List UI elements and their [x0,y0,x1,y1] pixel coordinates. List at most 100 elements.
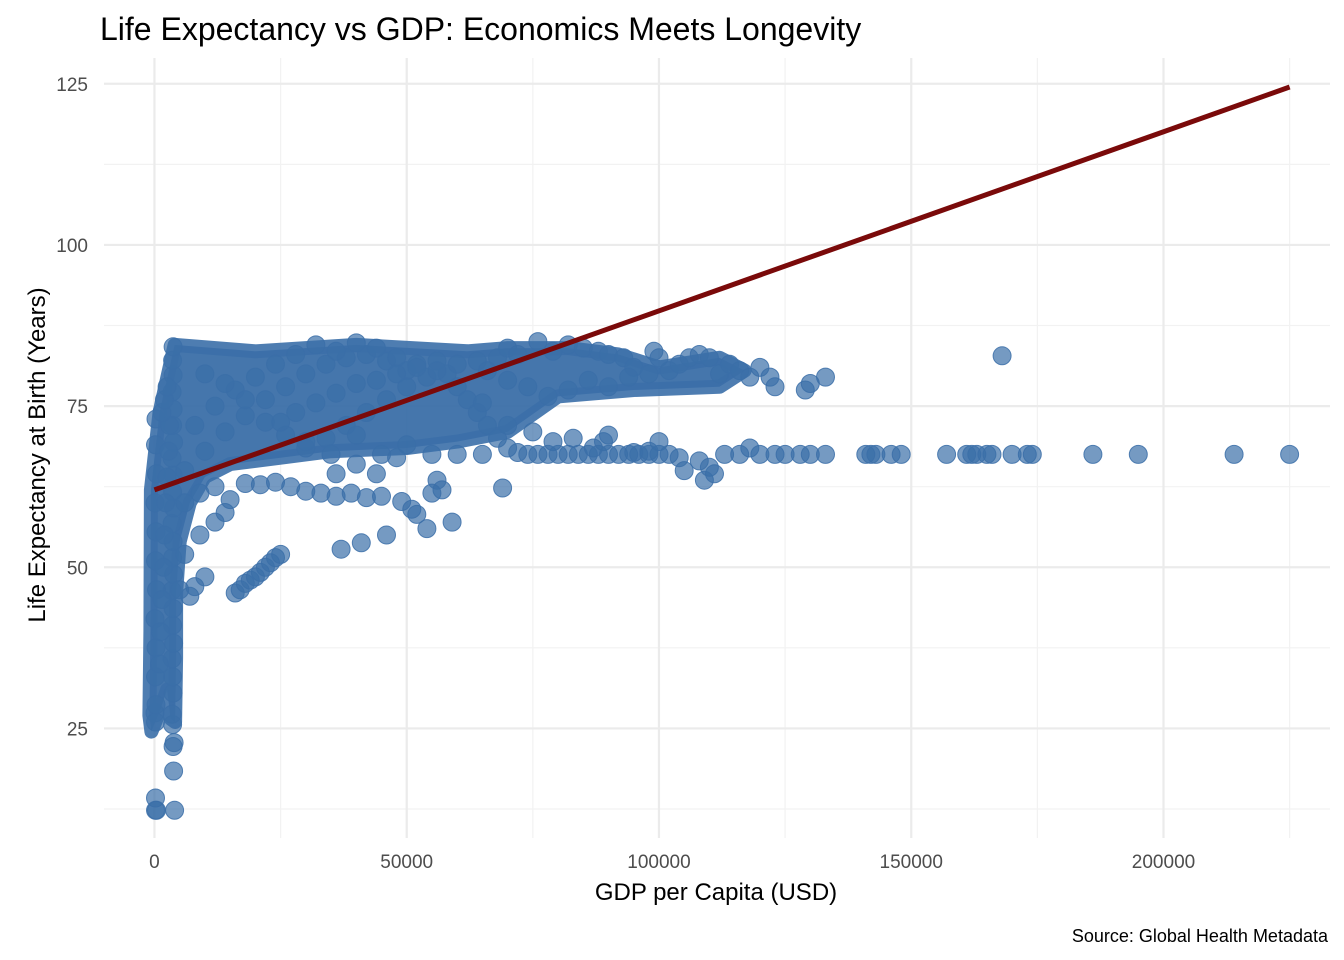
data-point [286,403,306,422]
data-point [163,337,183,357]
data-point [150,654,169,674]
data-point [397,435,417,455]
data-point [164,733,184,753]
data-point [331,539,351,559]
x-tick-label: 50000 [380,852,433,873]
data-point [1224,444,1244,464]
data-point [146,712,165,732]
data-point [346,333,366,353]
data-point [891,444,911,464]
data-points [145,332,1300,820]
data-point [146,638,166,658]
data-point [1083,444,1103,464]
data-point [175,493,195,513]
data-point [296,364,316,384]
data-point [165,800,185,820]
data-point [366,464,386,484]
data-point [235,406,255,426]
x-tick-label: 100000 [627,852,690,873]
data-point [372,444,391,464]
data-point [163,683,183,703]
data-point [1022,444,1042,464]
data-point [1280,444,1300,464]
data-point [447,444,467,464]
data-point [558,380,578,400]
data-point [372,486,391,506]
data-point [599,377,618,397]
data-point [472,444,492,464]
data-point [306,335,326,355]
x-tick-label: 0 [149,852,160,873]
data-point [156,493,176,513]
data-point [245,367,265,387]
data-point [937,444,957,464]
data-point [422,483,442,503]
data-point [982,444,1002,464]
data-point [185,415,205,435]
data-point [195,364,215,384]
data-point [157,377,177,397]
data-point [498,415,518,435]
y-axis-title: Life Expectancy at Birth (Years) [24,287,51,622]
data-point [316,354,336,374]
data-point [195,567,215,587]
data-point [162,704,182,724]
data-point [705,464,724,484]
chart-title: Life Expectancy vs GDP: Economics Meets … [100,11,861,47]
data-point [205,477,225,497]
data-point [674,461,694,481]
data-point [599,425,618,445]
data-point [255,390,275,410]
data-point [276,377,296,397]
data-point [159,441,179,461]
data-point [220,490,240,510]
data-point [397,377,417,397]
data-point [271,412,291,432]
data-point [271,544,291,564]
data-point [346,425,366,445]
data-point [816,367,835,387]
trend-line [153,84,1291,493]
y-axis-ticks: 25 50 75 100 125 [56,75,88,741]
data-point [649,348,669,368]
y-tick-label: 25 [67,719,88,740]
chart-caption: Source: Global Health Metadata [1072,926,1329,946]
data-point [215,374,235,393]
y-tick-label: 125 [56,75,88,96]
data-point [351,533,371,553]
data-point [538,386,558,406]
data-point [326,341,346,361]
x-axis-ticks: 0 50000 100000 150000 200000 [149,852,1195,873]
data-point [402,499,422,519]
data-point [619,367,639,387]
data-point [321,444,341,464]
data-point [447,354,467,374]
data-point [286,345,306,364]
data-point [151,622,170,642]
data-point [472,393,492,413]
data-point [578,370,598,390]
data-point [417,519,437,539]
data-point [326,464,346,484]
data-point [377,525,396,545]
data-point [427,361,447,381]
data-point [235,390,255,410]
data-point [699,348,719,368]
data-point [816,444,835,464]
data-point [366,338,386,358]
data-point [346,454,366,474]
data-point [387,364,407,384]
data-point [528,332,548,352]
x-tick-label: 150000 [880,852,943,873]
data-point [164,761,184,781]
data-point [442,512,462,532]
data-point [1128,444,1148,464]
data-point [422,444,442,464]
data-point [387,348,407,368]
data-point [639,364,659,384]
data-point [205,396,225,416]
data-point [992,346,1012,366]
data-point [649,432,669,452]
data-point [765,377,785,397]
y-tick-label: 100 [56,236,88,257]
